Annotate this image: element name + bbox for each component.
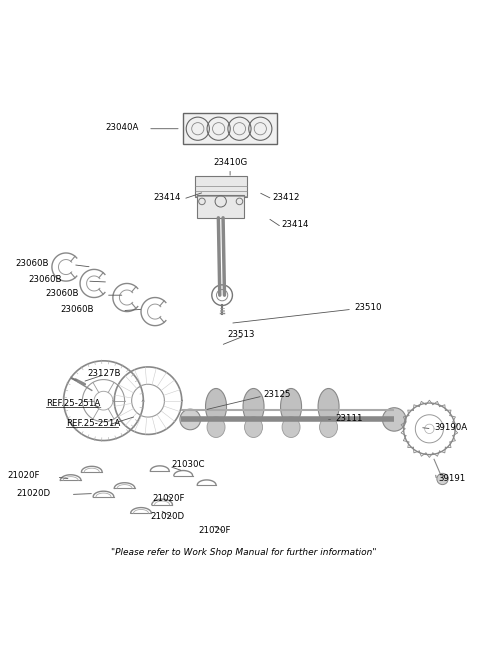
Bar <box>183 113 277 144</box>
Circle shape <box>437 474 448 485</box>
Bar <box>197 195 244 218</box>
Ellipse shape <box>244 417 263 438</box>
Ellipse shape <box>318 388 339 424</box>
Ellipse shape <box>280 388 301 424</box>
Bar <box>195 176 247 197</box>
Ellipse shape <box>207 417 225 438</box>
Text: 21030C: 21030C <box>171 461 205 470</box>
Text: 23414: 23414 <box>153 193 181 202</box>
Text: 21020F: 21020F <box>198 526 231 535</box>
Text: 23060B: 23060B <box>15 258 48 268</box>
Text: 23412: 23412 <box>272 193 300 202</box>
Text: 23111: 23111 <box>336 413 363 422</box>
Text: REF.25-251A: REF.25-251A <box>46 399 100 407</box>
Text: 23125: 23125 <box>263 390 290 399</box>
Text: REF.25-251A: REF.25-251A <box>66 419 120 428</box>
Text: 23510: 23510 <box>354 303 382 312</box>
Text: 23060B: 23060B <box>60 305 94 314</box>
Circle shape <box>383 408 406 431</box>
Text: 39191: 39191 <box>439 474 466 483</box>
Text: 39190A: 39190A <box>434 423 467 432</box>
Text: 23127B: 23127B <box>87 369 120 378</box>
Text: 21020F: 21020F <box>8 471 40 480</box>
Ellipse shape <box>205 388 227 424</box>
Circle shape <box>180 409 201 430</box>
Text: "Please refer to Work Shop Manual for further information": "Please refer to Work Shop Manual for fu… <box>111 548 377 557</box>
Text: 23414: 23414 <box>282 220 309 230</box>
Text: 23513: 23513 <box>228 329 255 338</box>
Text: 23410G: 23410G <box>213 159 247 167</box>
Text: 21020D: 21020D <box>16 489 50 497</box>
Text: 23060B: 23060B <box>46 289 79 298</box>
Text: 21020D: 21020D <box>150 512 184 521</box>
Ellipse shape <box>243 388 264 424</box>
Text: 21020F: 21020F <box>153 494 185 503</box>
Text: 23040A: 23040A <box>105 123 139 132</box>
Text: 23060B: 23060B <box>29 276 62 284</box>
Ellipse shape <box>320 417 337 438</box>
Ellipse shape <box>282 417 300 438</box>
